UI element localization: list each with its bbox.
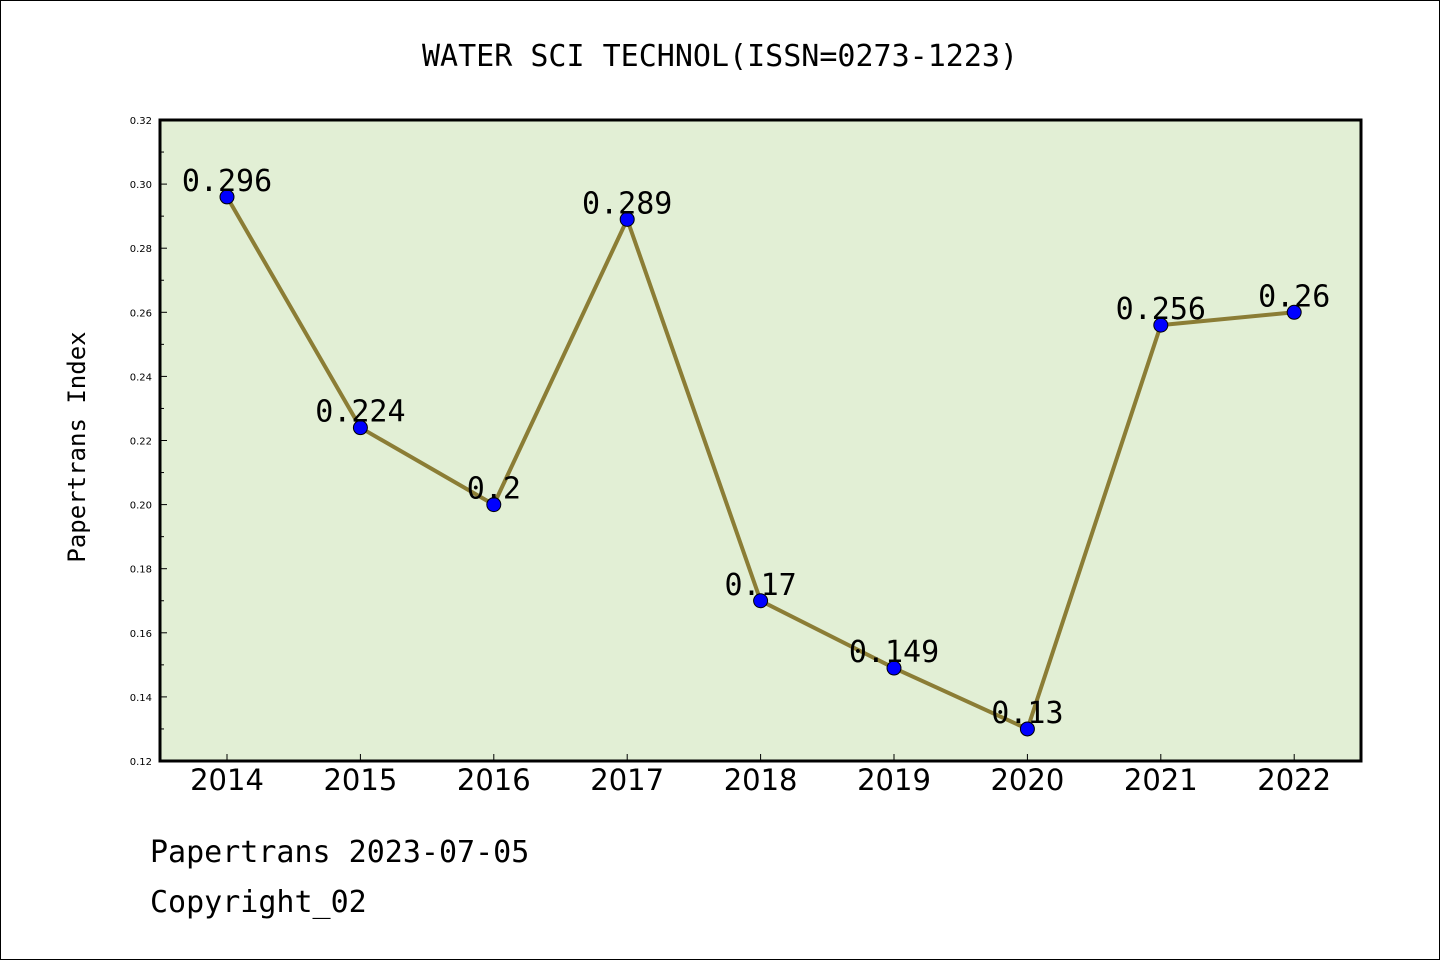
- y-tick-label: 0.30: [130, 180, 152, 191]
- data-point: [619, 211, 635, 227]
- data-label: 0.256: [1116, 292, 1206, 327]
- data-label: 0.26: [1258, 279, 1330, 314]
- data-labels-layer: 0.296 0.224 0.2 0.289 0.17 0.149 0.13 0.256 0.26: [182, 164, 1330, 731]
- data-label: 0.224: [315, 395, 405, 430]
- x-tick-label: 2016: [457, 763, 531, 797]
- data-label: 0.296: [182, 164, 272, 199]
- y-tick-label: 0.24: [130, 372, 152, 383]
- series-layer: [219, 189, 1302, 737]
- x-tick-label: 2018: [724, 763, 798, 797]
- x-tick-label: 2017: [590, 763, 664, 797]
- y-tick-label: 0.16: [130, 629, 152, 640]
- y-tick-label: 0.32: [130, 116, 152, 127]
- x-tick-label: 2014: [190, 763, 264, 797]
- data-label: 0.2: [467, 472, 521, 507]
- data-point: [1019, 721, 1035, 737]
- data-point: [1286, 304, 1302, 320]
- y-tick-label: 0.26: [130, 308, 152, 319]
- y-axis-label: Papertrans Index: [63, 331, 91, 562]
- y-tick-label: 0.14: [130, 693, 152, 704]
- y-tick-label: 0.20: [130, 501, 152, 512]
- x-axis: 2014 2015 2016 2017 2018 2019 2020 2021 2022: [190, 754, 1331, 797]
- x-tick-label: 2019: [857, 763, 931, 797]
- x-tick-label: 2021: [1124, 763, 1198, 797]
- y-axis: 0.12 0.14 0.16 0.18 0.20 0.22 0.24 0.26 0.28 0.30…: [130, 116, 167, 768]
- y-tick-label: 0.18: [130, 565, 152, 576]
- data-point: [352, 420, 368, 436]
- data-label: 0.13: [991, 696, 1063, 731]
- data-point: [1153, 317, 1169, 333]
- x-tick-label: 2015: [323, 763, 397, 797]
- data-point: [219, 189, 235, 205]
- data-point: [886, 660, 902, 676]
- x-tick-label: 2022: [1257, 763, 1331, 797]
- footer-copyright: Copyright_02: [150, 885, 367, 920]
- y-tick-label: 0.22: [130, 437, 152, 448]
- data-label: 0.289: [582, 186, 672, 221]
- data-label: 0.17: [724, 568, 796, 603]
- plot-area: [158, 118, 1363, 763]
- x-tick-label: 2020: [990, 763, 1064, 797]
- data-label: 0.149: [849, 635, 939, 670]
- data-point: [753, 593, 769, 609]
- data-point: [486, 497, 502, 513]
- chart-title: WATER SCI TECHNOL(ISSN=0273-1223): [422, 39, 1018, 74]
- y-tick-label: 0.28: [130, 244, 152, 255]
- y-tick-label: 0.12: [130, 757, 152, 768]
- footer-date: Papertrans 2023-07-05: [150, 835, 530, 870]
